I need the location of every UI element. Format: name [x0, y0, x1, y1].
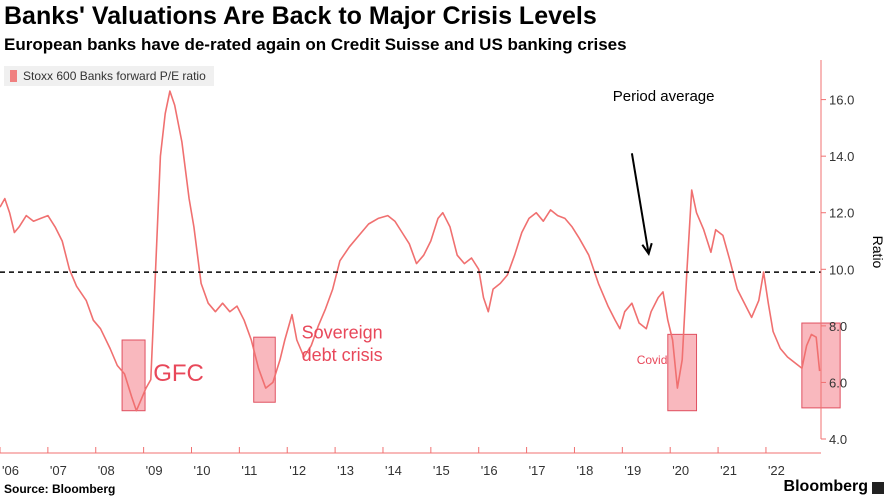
- y-tick-label: 12.0: [829, 206, 854, 221]
- x-tick-label: '17: [529, 463, 546, 478]
- x-tick-label: '20: [672, 463, 689, 478]
- annotation-4: Period average: [613, 88, 715, 105]
- annotation-2: debt crisis: [302, 345, 383, 365]
- annotation-0: GFC: [153, 360, 204, 387]
- x-tick-label: '21: [720, 463, 737, 478]
- y-axis-title: Ratio: [870, 236, 886, 269]
- y-tick-label: 16.0: [829, 93, 854, 108]
- y-tick-label: 8.0: [829, 319, 847, 334]
- annotation-3: Covid: [637, 353, 668, 367]
- x-tick-label: '06: [2, 463, 19, 478]
- x-tick-label: '15: [433, 463, 450, 478]
- series-line-pe-ratio: [0, 90, 821, 412]
- chart-subtitle: European banks have de-rated again on Cr…: [4, 35, 627, 54]
- crisis-box-0: [121, 339, 146, 412]
- x-tick-label: '12: [289, 463, 306, 478]
- y-tick-label: 6.0: [829, 375, 847, 390]
- annotation-arrow-shaft: [630, 153, 650, 254]
- x-tick-label: '09: [146, 463, 163, 478]
- crisis-box-1: [253, 336, 276, 403]
- brand-logo: Bloomberg: [783, 478, 868, 495]
- annotation-arrow-head: [641, 242, 653, 257]
- x-tick-label: '11: [241, 463, 257, 478]
- legend-swatch: [10, 70, 17, 82]
- legend-label: Stoxx 600 Banks forward P/E ratio: [23, 69, 206, 83]
- y-tick-label: 14.0: [829, 149, 854, 164]
- x-tick-label: '13: [337, 463, 354, 478]
- x-tick-label: '22: [768, 463, 785, 478]
- y-tick-label: 4.0: [829, 432, 847, 447]
- x-tick-label: '08: [98, 463, 115, 478]
- annotation-1: Sovereign: [302, 323, 383, 343]
- x-tick-label: '10: [193, 463, 210, 478]
- x-tick-label: '16: [481, 463, 498, 478]
- x-tick-label: '14: [385, 463, 402, 478]
- y-tick-label: 10.0: [829, 262, 854, 277]
- source-note: Source: Bloomberg: [4, 482, 116, 496]
- legend: Stoxx 600 Banks forward P/E ratio: [4, 66, 214, 86]
- bloomberg-terminal-icon: [872, 482, 884, 494]
- x-tick-label: '18: [576, 463, 593, 478]
- x-tick-label: '19: [624, 463, 641, 478]
- chart-title: Banks' Valuations Are Back to Major Cris…: [4, 2, 597, 30]
- x-tick-label: '07: [50, 463, 67, 478]
